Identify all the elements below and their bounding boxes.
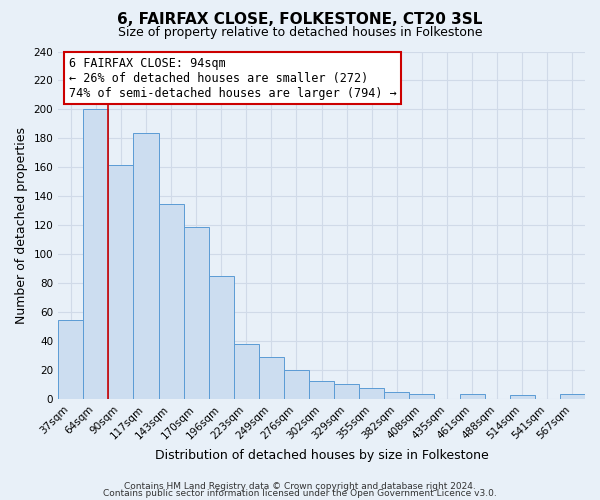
Bar [309, 380, 334, 400]
Bar [234, 344, 259, 400]
Bar [409, 394, 434, 400]
Y-axis label: Number of detached properties: Number of detached properties [15, 127, 28, 324]
Text: 6, FAIRFAX CLOSE, FOLKESTONE, CT20 3SL: 6, FAIRFAX CLOSE, FOLKESTONE, CT20 3SL [118, 12, 482, 28]
Bar [158, 204, 184, 400]
Bar [83, 110, 109, 400]
Bar [510, 395, 535, 400]
Bar [284, 370, 309, 400]
Bar [359, 388, 385, 400]
Text: Size of property relative to detached houses in Folkestone: Size of property relative to detached ho… [118, 26, 482, 39]
Text: 6 FAIRFAX CLOSE: 94sqm
← 26% of detached houses are smaller (272)
74% of semi-de: 6 FAIRFAX CLOSE: 94sqm ← 26% of detached… [69, 56, 397, 100]
Bar [209, 276, 234, 400]
X-axis label: Distribution of detached houses by size in Folkestone: Distribution of detached houses by size … [155, 450, 488, 462]
Bar [58, 320, 83, 400]
Bar [460, 394, 485, 400]
Bar [109, 164, 133, 400]
Bar [133, 132, 158, 400]
Bar [334, 384, 359, 400]
Bar [560, 394, 585, 400]
Bar [184, 227, 209, 400]
Text: Contains HM Land Registry data © Crown copyright and database right 2024.: Contains HM Land Registry data © Crown c… [124, 482, 476, 491]
Text: Contains public sector information licensed under the Open Government Licence v3: Contains public sector information licen… [103, 490, 497, 498]
Bar [385, 392, 409, 400]
Bar [259, 358, 284, 400]
